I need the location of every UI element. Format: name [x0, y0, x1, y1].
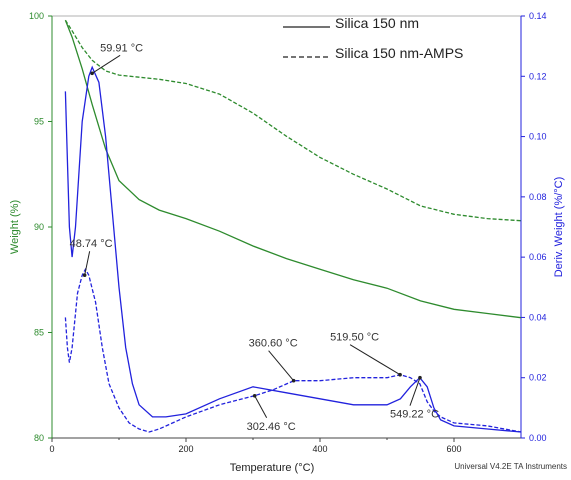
axes-layer: 0 200 400 600 80 85 90 95 100 0.00 0.02 0.04 0.06 0.0…	[29, 11, 547, 454]
y-right-tick-label: 0.02	[529, 373, 547, 383]
annotation-point	[90, 71, 94, 76]
annotation-label: 59.91 °C	[100, 42, 143, 54]
y-left-axis-title: Weight (%)	[9, 200, 21, 254]
annotation-point	[418, 375, 422, 380]
series-weight-silica-amps	[64, 19, 522, 222]
annotation-arrow	[349, 344, 401, 376]
y-left-tick-label: 90	[34, 222, 44, 232]
plot-frame	[51, 15, 522, 439]
y-left-tick-label: 85	[34, 328, 44, 338]
series-layer	[64, 19, 522, 433]
series-derivative-silica-amps	[64, 267, 522, 433]
series-derivative-silica	[64, 65, 522, 433]
y-left-tick-label: 95	[34, 117, 44, 127]
y-right-tick-label: 0.14	[529, 11, 547, 21]
x-tick-label: 0	[49, 444, 54, 454]
y-right-tick-label: 0.00	[529, 433, 547, 443]
annotation-point	[291, 378, 296, 383]
annotation-label: 48.74 °C	[70, 238, 113, 250]
annotation-label: 519.50 °C	[330, 332, 379, 344]
annotation-arrow	[409, 377, 421, 406]
y-right-tick-label: 0.08	[529, 192, 547, 202]
legend-label-silica: Silica 150 nm	[335, 15, 419, 31]
y-left-tick-label: 80	[34, 433, 44, 443]
annotation-point	[398, 372, 402, 377]
annotations-layer: 59.91 °C 48.74 °C 360.60 °C 519.50 °C 302.46…	[70, 42, 439, 433]
y-right-axis-title: Deriv. Weight (%/°C)	[553, 177, 565, 278]
annotation-arrow	[84, 251, 91, 276]
annotation-point	[252, 394, 257, 398]
x-tick-label: 600	[446, 444, 461, 454]
x-axis-title: Temperature (°C)	[230, 462, 314, 474]
annotation-label: 549.22 °C	[390, 409, 439, 421]
annotation-point	[82, 273, 87, 278]
legend: Silica 150 nm Silica 150 nm-AMPS	[283, 15, 463, 61]
annotation-label: 302.46 °C	[247, 421, 296, 433]
y-right-tick-label: 0.06	[529, 252, 547, 262]
annotation-arrow	[254, 395, 268, 419]
y-right-tick-label: 0.12	[529, 71, 547, 81]
series-weight-silica	[64, 19, 522, 319]
annotation-label: 360.60 °C	[249, 338, 298, 350]
annotation-arrow	[91, 54, 121, 74]
y-right-tick-label: 0.04	[529, 312, 547, 322]
x-tick-label: 200	[178, 444, 193, 454]
legend-label-silica-amps: Silica 150 nm-AMPS	[335, 45, 463, 61]
annotation-arrow	[268, 350, 294, 382]
y-left-tick-label: 100	[29, 11, 44, 21]
y-right-tick-label: 0.10	[529, 132, 547, 142]
x-tick-label: 400	[312, 444, 327, 454]
footer-text: Universal V4.2E TA Instruments	[454, 462, 567, 471]
